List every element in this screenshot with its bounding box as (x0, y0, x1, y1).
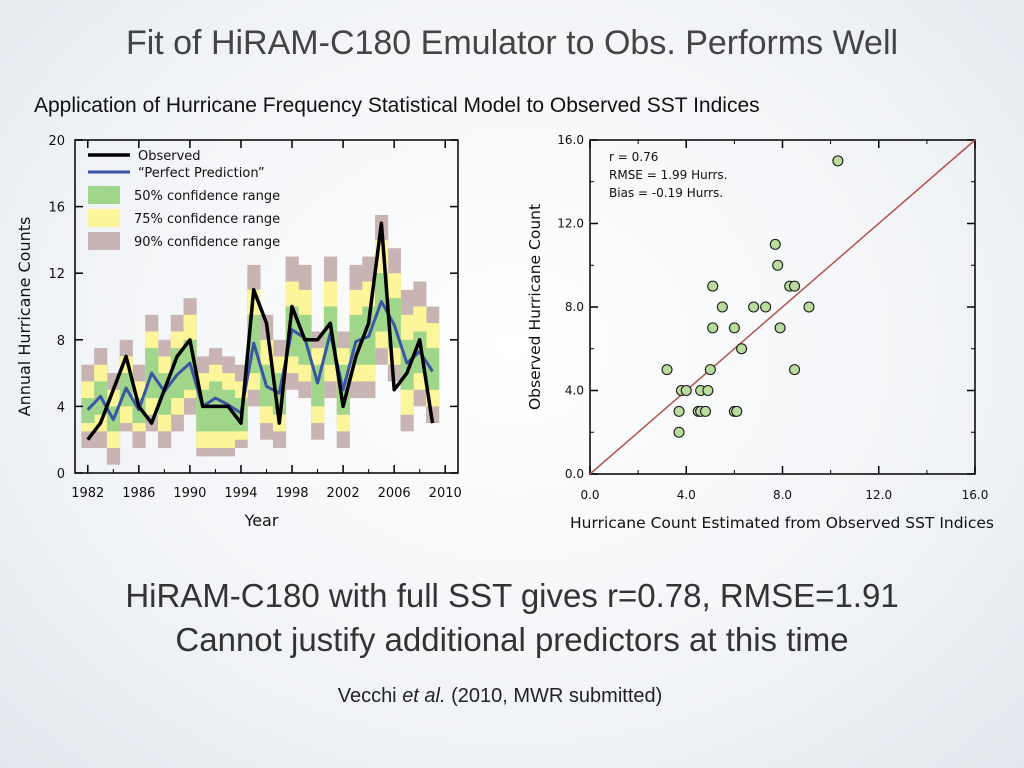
scatter-point (748, 301, 760, 313)
y-tick-label: 20 (48, 134, 65, 149)
scatter-point (707, 280, 719, 292)
y-tick-label: 16 (48, 201, 65, 216)
observed-series-line (86, 221, 435, 441)
legend-label: Observed (138, 149, 201, 164)
y-axis-label: Annual Hurricane Counts (15, 217, 34, 417)
x-tick-label: 2002 (327, 486, 360, 501)
scatter-point (680, 384, 692, 397)
scatter-point (832, 155, 844, 167)
stats-annotation: r = 0.76 (609, 150, 658, 164)
y-axis-label: Observed Hurricane Count (526, 204, 544, 410)
perfect-prediction-series-line (86, 300, 434, 422)
time-series-chart: 0 4 8 12 16 20 1982 1986 1990 1994 1998 2002 2006 201… (15, 134, 462, 530)
stats-annotation: Bias = -0.19 Hurrs. (609, 186, 723, 200)
scatter-point (673, 426, 685, 438)
scatter-point (731, 405, 743, 417)
y-tick-label: 0 (57, 467, 65, 482)
scatter-point (803, 301, 815, 313)
y-tick-label: 12.0 (557, 217, 584, 231)
result-line: HiRAM-C180 with full SST gives r=0.78, R… (125, 577, 899, 614)
scatter-point (661, 364, 673, 376)
x-tick-label: 2006 (378, 486, 411, 501)
legend-label: 50% confidence range (134, 189, 280, 204)
legend-label: 90% confidence range (134, 235, 280, 250)
scatter-point (702, 384, 714, 397)
y-tick-label: 12 (48, 267, 65, 282)
legend-label: 75% confidence range (134, 212, 280, 227)
scatter-point (716, 301, 728, 313)
y-tick-label: 4 (57, 400, 65, 415)
citation-etal: et al. (402, 685, 446, 707)
scatter-point (788, 280, 801, 292)
scatter-point (673, 405, 685, 417)
y-tick-label: 4.0 (565, 384, 584, 398)
citation-author: Vecchi (337, 685, 403, 707)
scatter-point (769, 238, 781, 250)
scatter-point (736, 343, 748, 355)
x-tick-label: 16.0 (962, 488, 989, 502)
x-tick-label: 12.0 (865, 488, 892, 502)
x-tick-label: 1994 (224, 486, 257, 501)
band-50-confidence-range-1993 (221, 389, 235, 432)
x-axis-label: Year (244, 511, 279, 530)
scatter-point (788, 364, 801, 376)
scatter-point (699, 405, 712, 417)
band-50-confidence-range-1982 (81, 398, 95, 424)
x-tick-label: 1990 (173, 486, 206, 501)
scatter-chart: 0.0 4.0 8.0 12.0 16.0 0.0 4.0 8.0 12.0 16.0 r = 0.… (526, 133, 994, 532)
x-tick-label: 4.0 (677, 488, 696, 502)
scatter-point (728, 322, 740, 334)
scatter-point (760, 301, 772, 313)
x-tick-label: 1982 (71, 486, 104, 501)
x-tick-label: 8.0 (773, 488, 792, 502)
legend-label: “Perfect Prediction” (138, 166, 265, 181)
conclusion-line: Cannot justify additional predictors at … (175, 621, 849, 658)
y-tick-label: 8 (57, 334, 65, 349)
scatter-point (772, 259, 784, 271)
legend-band-swatch (88, 232, 120, 250)
scatter-point (707, 322, 719, 334)
slide-title: Fit of HiRAM-C180 Emulator to Obs. Perfo… (125, 24, 899, 62)
y-tick-label: 8.0 (565, 300, 584, 314)
scatter-point (774, 322, 786, 334)
citation: Vecchi et al. (2010, MWR submitted) (0, 685, 1000, 708)
y-tick-label: 16.0 (557, 133, 584, 147)
citation-details: (2010, MWR submitted) (445, 685, 663, 707)
legend-band-swatch (88, 186, 120, 204)
x-tick-label: 1986 (122, 486, 155, 501)
x-tick-label: 1998 (275, 486, 308, 501)
one-to-one-line (589, 139, 976, 475)
x-tick-label: 2010 (429, 486, 462, 501)
figure-title: Application of Hurricane Frequency Stati… (34, 94, 760, 117)
legend-band-swatch (88, 209, 120, 227)
stats-annotation: RMSE = 1.99 Hurrs. (609, 168, 727, 182)
x-axis-label: Hurricane Count Estimated from Observed … (570, 514, 994, 532)
x-tick-label: 0.0 (580, 488, 599, 502)
y-tick-label: 0.0 (565, 467, 584, 481)
scatter-point (704, 364, 716, 376)
